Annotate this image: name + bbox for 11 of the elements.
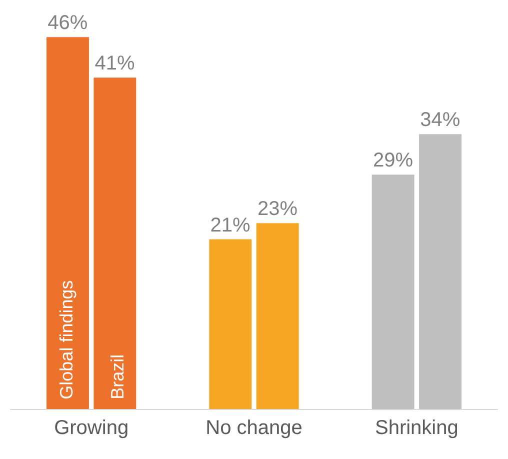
data-label: 46% [48, 12, 88, 34]
data-label: 34% [420, 109, 460, 132]
series-label: Global findings [56, 280, 76, 400]
data-label: 21% [210, 214, 251, 236]
x-tick-label: Growing [54, 417, 129, 439]
data-label: 23% [257, 198, 298, 220]
x-tick-label: No change [206, 417, 302, 439]
data-label: 41% [94, 52, 136, 75]
data-label: 29% [372, 150, 414, 172]
x-tick-label: Shrinking [374, 417, 458, 439]
series-label: Brazil [107, 354, 128, 400]
